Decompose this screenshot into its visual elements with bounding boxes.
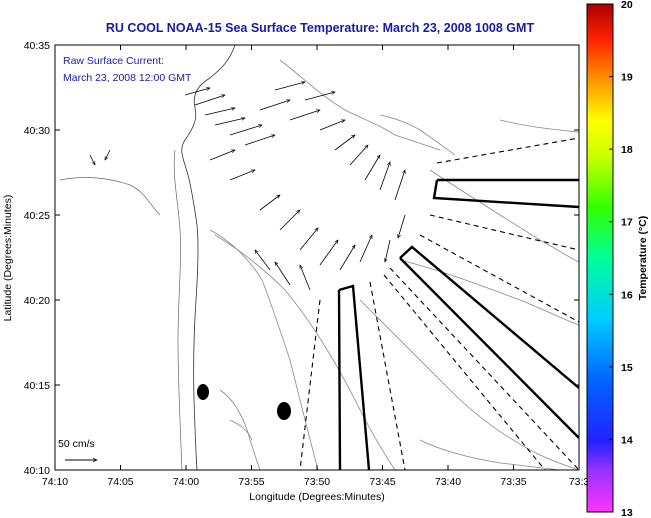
marker-2 [277, 402, 291, 420]
y-tick-label: 40:10 [24, 465, 50, 477]
coastline-inner [173, 149, 183, 470]
x-tick-label: 73:45 [369, 476, 395, 488]
y-tick-label: 40:20 [24, 295, 50, 307]
x-tick-label: 74:00 [173, 476, 199, 488]
current-vectors [89, 82, 405, 291]
chart-title: RU COOL NOAA-15 Sea Surface Temperature:… [106, 21, 535, 35]
x-tick-label: 73:40 [435, 476, 461, 488]
y-tick-label: 40:35 [24, 40, 50, 52]
inset-line-1: Raw Surface Current: [63, 55, 164, 67]
y-axis-label: Latitude (Degrees:Minutes) [2, 195, 14, 322]
colorbar-tick-label: 17 [621, 217, 633, 229]
bathymetry-contours [209, 59, 579, 470]
y-axis: 40:35 40:30 40:25 40:20 40:15 40:10 [24, 40, 579, 477]
colorbar-ticks: 20 19 18 17 16 15 14 13 [609, 0, 633, 518]
y-tick-label: 40:30 [24, 125, 50, 137]
x-tick-label: 74:10 [42, 476, 68, 488]
inset-line-2: March 23, 2008 12:00 GMT [63, 72, 192, 84]
y-tick-label: 40:15 [24, 380, 50, 392]
x-tick-label: 73:3 [569, 476, 590, 488]
x-tick-label: 74:05 [107, 476, 133, 488]
x-axis: 74:10 74:05 74:00 73:55 73:50 73:45 73:40 73:35… [42, 45, 590, 488]
colorbar-tick-label: 14 [621, 434, 633, 446]
coastline-bay [59, 177, 161, 216]
colorbar-tick-label: 20 [621, 0, 633, 11]
scale-label: 50 cm/s [58, 438, 95, 450]
plot-frame [54, 44, 580, 471]
colorbar [586, 3, 614, 513]
colorbar-tick-label: 15 [621, 362, 633, 374]
coastline [181, 45, 236, 470]
colorbar-tick-label: 19 [621, 72, 633, 84]
colorbar-tick-label: 13 [621, 507, 633, 518]
colorbar-label: Temperature (°C) [637, 216, 649, 301]
x-tick-label: 73:55 [238, 476, 264, 488]
y-tick-label: 40:25 [24, 210, 50, 222]
x-axis-label: Longitude (Degrees:Minutes) [249, 491, 384, 503]
radar-sectors [299, 137, 579, 470]
x-tick-label: 73:35 [500, 476, 526, 488]
plot-area [59, 45, 579, 470]
marker-1 [197, 384, 209, 400]
x-tick-label: 73:50 [304, 476, 330, 488]
colorbar-tick-label: 18 [621, 144, 633, 156]
colorbar-tick-label: 16 [621, 289, 633, 301]
